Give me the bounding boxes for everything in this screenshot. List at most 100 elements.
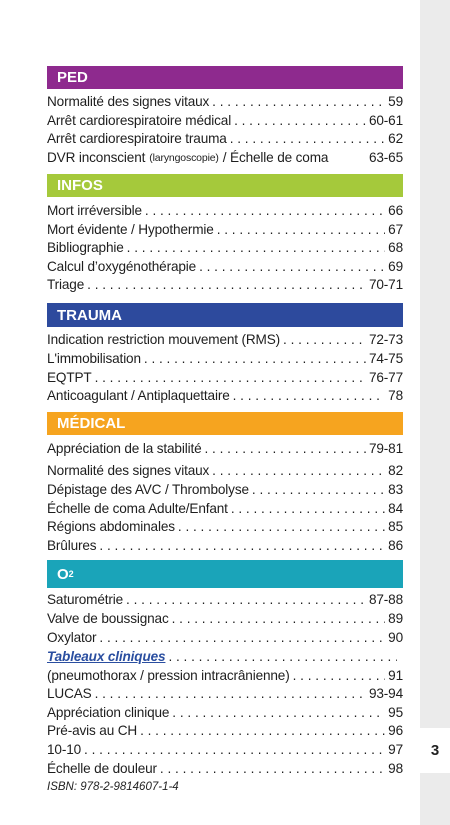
entry-note: (laryngoscopie) [149,151,219,164]
entry-text: Valve de boussignac [47,611,169,626]
section-header: MÉDICAL [47,412,403,435]
entry-page: 97 [388,742,403,757]
section-header: TRAUMA [47,303,403,327]
leader [144,351,366,366]
leader [283,332,366,347]
toc-entry: 10-10 97 [47,740,403,759]
entry-text: (pneumothorax / pression intracrânienne) [47,668,290,683]
side-strip [420,0,450,825]
entry-text: Triage [47,277,85,292]
entry-page: 69 [388,259,403,274]
entry-page: 62 [388,131,403,146]
entry-page: 98 [388,761,403,776]
entry-text: Normalité des signes vitaux [47,94,210,109]
toc-entry: Normalité des signes vitaux 59 [47,92,403,111]
entry-text: LUCAS [47,686,92,701]
leader [99,630,385,645]
entry-text: Régions abdominales [47,519,175,534]
leader [126,592,366,607]
entry-page: 82 [388,463,403,478]
entry-page: 91 [388,668,403,683]
leader [199,259,385,274]
entry-page: 84 [388,501,403,516]
entry-text: Anticoagulant / Antiplaquettaire [47,388,230,403]
entry-text: Mort irréversible [47,203,142,218]
toc-entry: Régions abdominales 85 [47,517,403,536]
toc-entry: Arrêt cardiorespiratoire trauma 62 [47,129,403,148]
entry-text: Oxylator [47,630,97,645]
entry-page: 78 [388,388,403,403]
leader [140,723,385,738]
entry-text: / Échelle de coma [222,150,329,165]
toc-entry: Échelle de douleur 98 [47,759,403,778]
toc-entry: Anticoagulant / Antiplaquettaire 78 [47,386,403,405]
entry-page: 59 [388,94,403,109]
leader [230,131,385,146]
toc-entry: Dépistage des AVC / Thrombolyse 83 [47,480,403,499]
leader [178,519,385,534]
entry-text: Dépistage des AVC / Thrombolyse [47,482,249,497]
entry-page: 76-77 [368,370,403,385]
entry-page: 70-71 [368,277,403,292]
entry-page: 63-65 [368,150,403,165]
section-header: INFOS [47,174,403,197]
entry-text: 10-10 [47,742,82,757]
section-title: MÉDICAL [57,415,126,432]
leader [212,463,385,478]
section-header: PED [47,66,403,89]
entry-text: Brûlures [47,538,97,553]
toc-entry: EQTPT 76-77 [47,368,403,387]
toc-entry: Tableaux cliniques [47,647,403,666]
toc-entry: Triage 70-71 [47,275,403,294]
toc-entry: L'immobilisation 74-75 [47,349,403,368]
entry-text: Indication restriction mouvement (RMS) [47,332,281,347]
leader [84,742,385,757]
entry-page: 89 [388,611,403,626]
toc-entry: Appréciation de la stabilité 79-81 [47,439,403,458]
entry-page: 95 [388,705,403,720]
toc-entry: LUCAS 93-94 [47,684,403,703]
toc-entry: Appréciation clinique 95 [47,703,403,722]
leader [231,501,385,516]
leader [160,761,385,776]
entry-page: 60-61 [368,113,403,128]
toc-entry: Valve de boussignac 89 [47,609,403,628]
entry-page: 86 [388,538,403,553]
entry-text: Mort évidente / Hypothermie [47,222,214,237]
entry-page: 66 [388,203,403,218]
leader [95,370,366,385]
leader [87,277,366,292]
leader [252,482,385,497]
entry-text: Pré-avis au CH [47,723,138,738]
entry-text: Bibliographie [47,240,124,255]
toc-entry: Calcul d’oxygénothérapie 69 [47,257,403,276]
entry-page: 79-81 [368,441,403,456]
entry-text: Échelle de coma Adulte/Enfant [47,501,228,516]
toc-entry: Pré-avis au CH 96 [47,721,403,740]
entry-page: 68 [388,240,403,255]
entry-page: 67 [388,222,403,237]
section-title: PED [57,69,88,86]
entry-text: Normalité des signes vitaux [47,463,210,478]
leader [234,113,366,128]
leader [168,649,397,664]
entry-page: 72-73 [368,332,403,347]
entry-text: EQTPT [47,370,92,385]
leader [172,705,385,720]
toc-entry: Brûlures 86 [47,536,403,555]
toc-entry: Oxylator 90 [47,628,403,647]
leader [172,611,386,626]
entry-text: Appréciation de la stabilité [47,441,202,456]
toc-entry: Mort irréversible 66 [47,201,403,220]
leader [212,94,385,109]
toc-entry: Normalité des signes vitaux 82 [47,461,403,480]
toc-link[interactable]: Tableaux cliniques [47,649,166,664]
leader [99,538,385,553]
section-title: O [57,565,69,583]
entry-text: Appréciation clinique [47,705,170,720]
leader [233,388,386,403]
toc-entry: DVR inconscient (laryngoscopie) / Échelle … [47,148,403,167]
page-number: 3 [420,728,450,773]
toc-entry: Bibliographie 68 [47,238,403,257]
